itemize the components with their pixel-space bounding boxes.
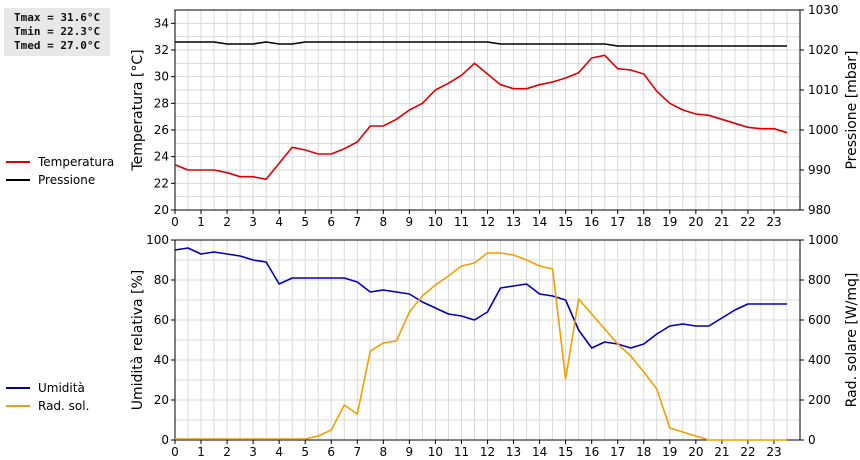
bottom-x-tick-label: 2 [223, 445, 231, 459]
bottom-y-tick-label: 0 [161, 433, 169, 447]
top-x-tick-label: 15 [558, 215, 573, 229]
bottom-x-tick-label: 0 [171, 445, 179, 459]
top-y-tick-label: 20 [154, 203, 169, 217]
bottom-x-tick-label: 17 [610, 445, 625, 459]
top-x-tick-label: 19 [662, 215, 677, 229]
top-x-tick-label: 1 [197, 215, 205, 229]
top-x-tick-label: 5 [301, 215, 309, 229]
bottom-series-line-umidit [174, 247, 787, 349]
bottom-x-tick-label: 16 [584, 445, 599, 459]
top-y-tick-label: 22 [154, 176, 169, 190]
top-x-tick-label: 18 [636, 215, 651, 229]
bottom-x-tick-label: 15 [558, 445, 573, 459]
bottom-x-tick-label: 20 [688, 445, 703, 459]
top-y-tick-label: 32 [154, 43, 169, 57]
top-x-tick-label: 14 [532, 215, 547, 229]
legend-label-pressione: Pressione [38, 173, 95, 187]
top-x-tick-label: 2 [223, 215, 231, 229]
bottom-y2-tick-label: 0 [808, 433, 816, 447]
top-x-tick-label: 0 [171, 215, 179, 229]
bottom-x-tick-label: 5 [301, 445, 309, 459]
top-x-tick-label: 10 [428, 215, 443, 229]
bottom-x-tick-label: 6 [327, 445, 335, 459]
bottom-y-axis-label: Umidità relativa [%] [130, 270, 146, 411]
top-x-tick-label: 8 [380, 215, 388, 229]
top-y-tick-label: 24 [154, 150, 169, 164]
top-series-line-temperatura [174, 54, 788, 181]
top-y2-tick-label: 1020 [808, 43, 839, 57]
bottom-y-tick-label: 60 [154, 313, 169, 327]
legend-label-umidit: Umidità [38, 381, 85, 395]
bottom-y2-tick-label: 400 [808, 353, 831, 367]
top-x-tick-label: 21 [714, 215, 729, 229]
legend-label-temperatura: Temperatura [37, 155, 114, 169]
bottom-x-tick-label: 9 [406, 445, 414, 459]
temperature-pressure-chart: 0 1 2 3 4 5 6 7 8 9 10 11 12 13 14 15 16 17 18 19 20 21 22 2320… [6, 3, 860, 229]
bottom-x-tick-label: 14 [532, 445, 547, 459]
tmax-readout: Tmax = 31.6°C [14, 11, 101, 24]
top-x-tick-label: 16 [584, 215, 599, 229]
top-y-axis-label: Temperatura [°C] [130, 49, 146, 171]
bottom-x-tick-label: 22 [740, 445, 755, 459]
top-x-tick-label: 13 [506, 215, 521, 229]
bottom-y-tick-label: 80 [154, 273, 169, 287]
bottom-x-tick-label: 18 [636, 445, 651, 459]
bottom-y2-tick-label: 200 [808, 393, 831, 407]
bottom-x-tick-label: 12 [480, 445, 495, 459]
top-y-tick-label: 34 [154, 16, 169, 30]
top-x-tick-label: 22 [740, 215, 755, 229]
top-x-tick-label: 23 [766, 215, 781, 229]
top-x-tick-label: 7 [353, 215, 361, 229]
top-y2-axis-label: Pressione [mbar] [844, 50, 860, 169]
bottom-x-tick-label: 10 [428, 445, 443, 459]
tmed-readout: Tmed = 27.0°C [14, 39, 101, 52]
top-y2-tick-label: 1000 [808, 123, 839, 137]
top-y-tick-label: 28 [154, 96, 169, 110]
top-y2-tick-label: 980 [808, 203, 831, 217]
bottom-y2-axis-label: Rad. solare [W/mq] [844, 273, 860, 408]
bottom-x-tick-label: 3 [249, 445, 257, 459]
top-y-tick-label: 26 [154, 123, 169, 137]
bottom-y2-tick-label: 1000 [808, 233, 839, 247]
top-x-tick-label: 12 [480, 215, 495, 229]
bottom-grid [174, 239, 801, 441]
bottom-x-tick-label: 19 [662, 445, 677, 459]
bottom-x-tick-label: 8 [380, 445, 388, 459]
bottom-x-tick-label: 1 [197, 445, 205, 459]
top-x-tick-label: 9 [406, 215, 414, 229]
humidity-radiation-chart: 0 1 2 3 4 5 6 7 8 9 10 11 12 13 14 15 16 17 18 19 20 21 22 2302… [6, 233, 860, 459]
tmin-readout: Tmin = 22.3°C [14, 25, 101, 38]
top-x-tick-label: 3 [249, 215, 257, 229]
bottom-y2-tick-label: 800 [808, 273, 831, 287]
stats-box: Tmax = 31.6°C Tmin = 22.3°C Tmed = 27.0°… [4, 8, 110, 56]
top-y-tick-label: 30 [154, 70, 169, 84]
legend-label-rad-sol: Rad. sol. [38, 399, 89, 413]
top-x-tick-label: 17 [610, 215, 625, 229]
top-y2-tick-label: 1010 [808, 83, 839, 97]
bottom-x-tick-label: 13 [506, 445, 521, 459]
top-x-tick-label: 4 [275, 215, 283, 229]
bottom-x-tick-label: 4 [275, 445, 283, 459]
bottom-series-line-rad-sol [175, 252, 787, 441]
top-x-tick-label: 11 [454, 215, 469, 229]
bottom-y2-tick-label: 600 [808, 313, 831, 327]
bottom-y-tick-label: 20 [154, 393, 169, 407]
top-x-tick-label: 6 [327, 215, 335, 229]
bottom-x-tick-label: 23 [766, 445, 781, 459]
top-grid [174, 9, 801, 211]
bottom-y-tick-label: 40 [154, 353, 169, 367]
top-y2-tick-label: 990 [808, 163, 831, 177]
top-series-line-pressione [175, 41, 787, 47]
bottom-x-tick-label: 21 [714, 445, 729, 459]
top-x-tick-label: 20 [688, 215, 703, 229]
bottom-x-tick-label: 11 [454, 445, 469, 459]
bottom-x-tick-label: 7 [353, 445, 361, 459]
top-y2-tick-label: 1030 [808, 3, 839, 17]
bottom-y-tick-label: 100 [146, 233, 169, 247]
